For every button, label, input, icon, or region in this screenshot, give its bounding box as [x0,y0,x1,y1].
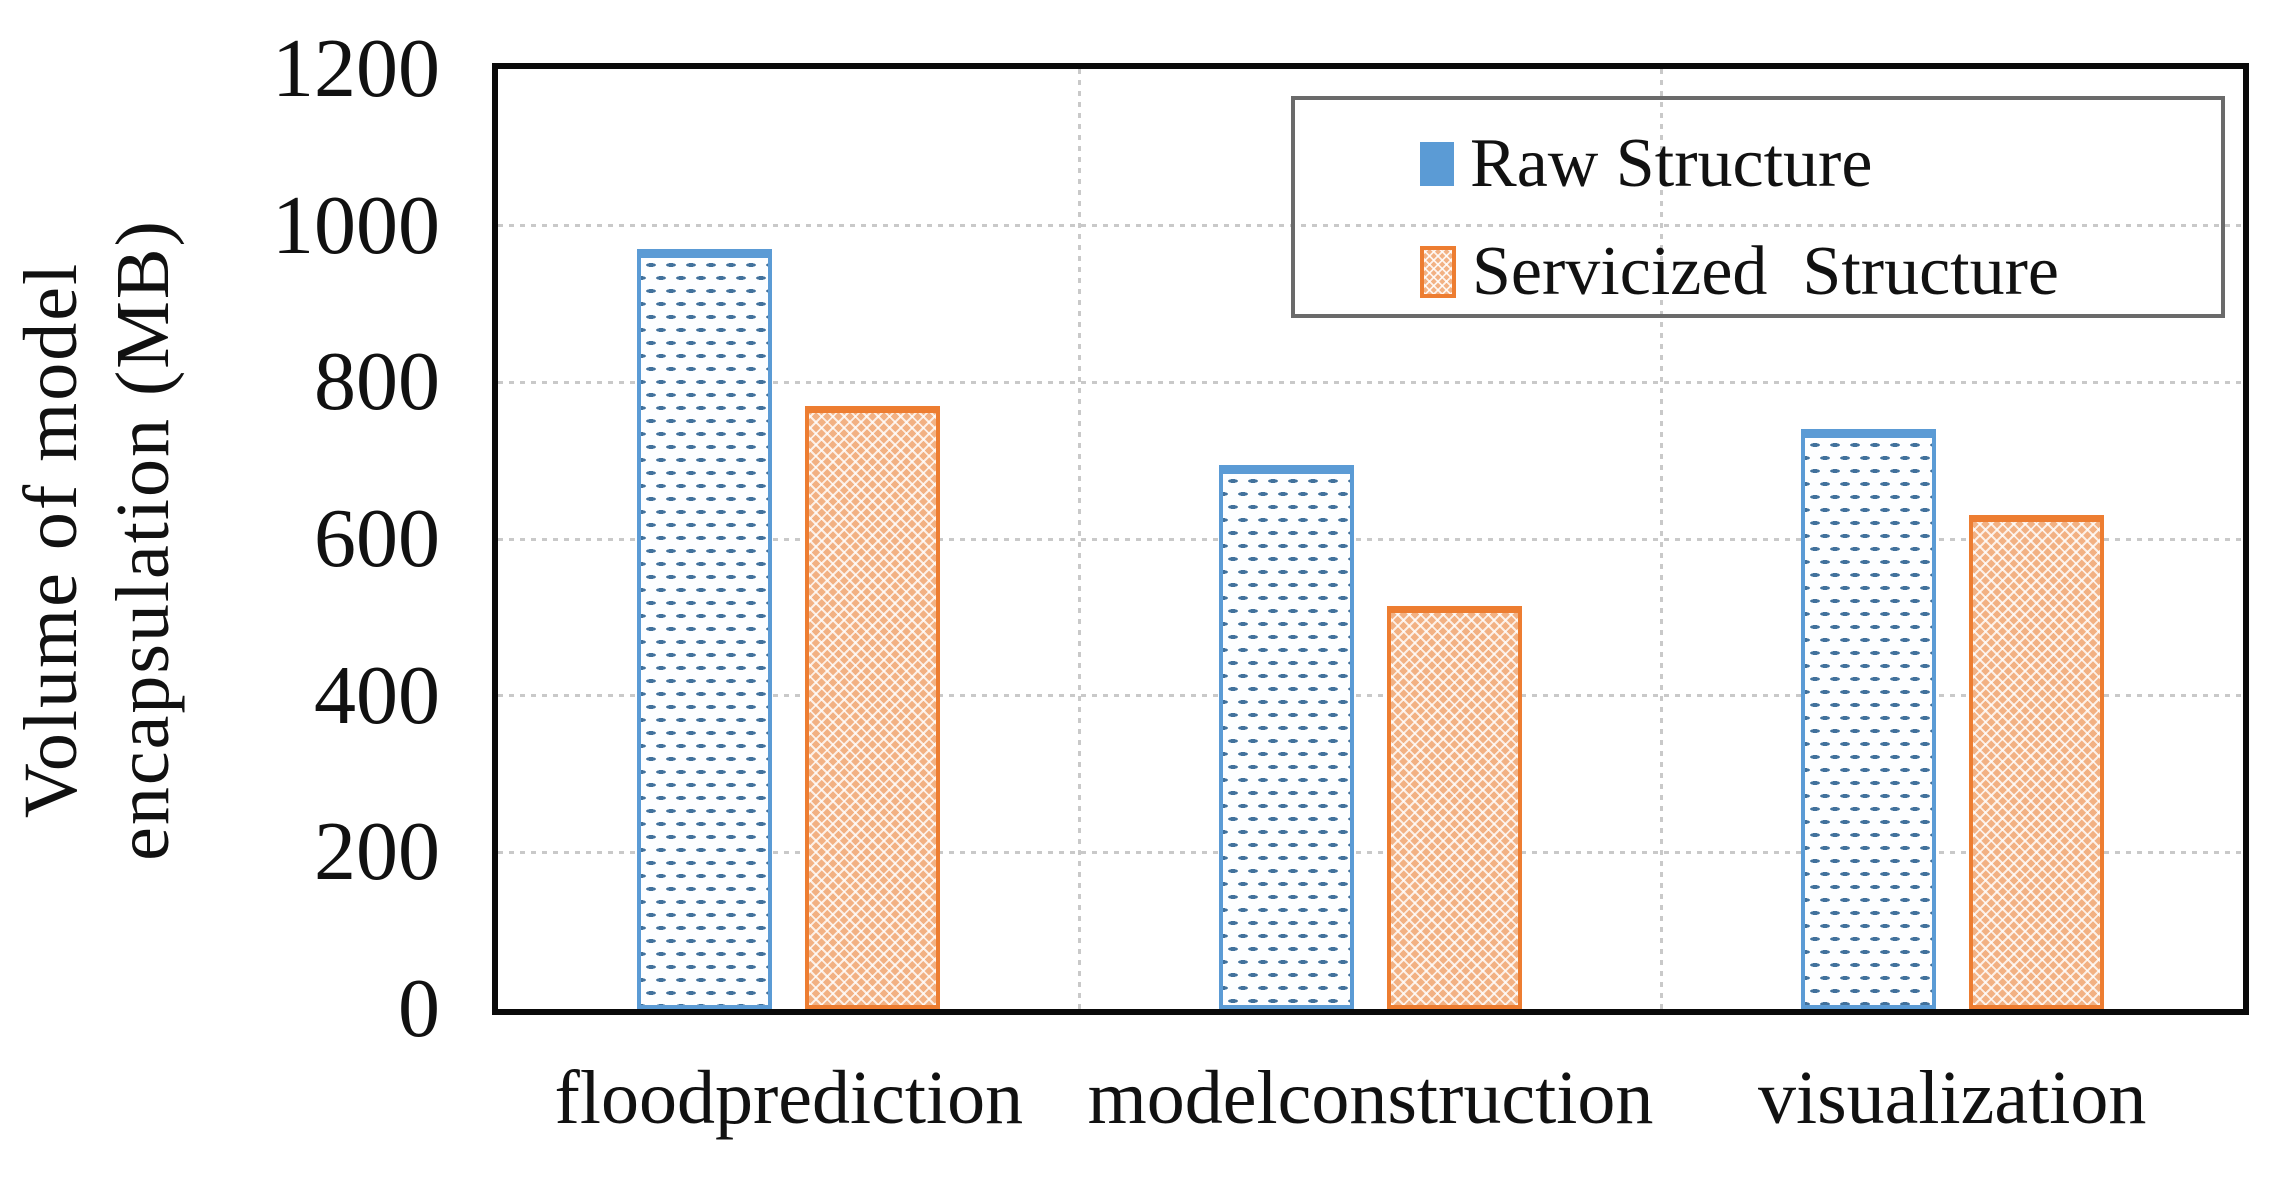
bar-raw-structure-modelconstruction [1219,465,1354,1009]
y-tick-label-800: 800 [314,335,440,429]
bar-servicized-structure-floodprediction [805,406,941,1009]
bar-raw-structure-visualization [1800,429,1936,1009]
gridline-h-1000 [498,224,2243,228]
y-tick-label-400: 400 [314,648,440,742]
x-category-label-floodprediction: floodprediction [554,1056,1024,1140]
legend-swatch-servicized-structure-icon [1420,246,1456,298]
legend-entry-raw-structure: Raw Structure [1295,126,2221,202]
plot-area: Raw Structure Servicized Structure [492,63,2249,1015]
bar-servicized-structure-visualization [1968,515,2104,1009]
legend-label-servicized-structure: Servicized Structure [1472,233,2060,310]
legend-label-raw-structure: Raw Structure [1470,125,1873,202]
y-tick-label-0: 0 [398,962,440,1055]
bar-servicized-structure-modelconstruction [1387,606,1522,1009]
legend: Raw Structure Servicized Structure [1291,96,2225,318]
legend-entry-servicized-structure: Servicized Structure [1295,234,2221,310]
gridline-h-600 [498,537,2243,541]
y-axis-title-line1: Volume of model [9,261,93,819]
y-tick-label-600: 600 [314,492,440,585]
y-tick-label-1200: 1200 [272,22,440,115]
x-category-label-visualization: visualization [1757,1056,2147,1140]
gridline-h-800 [498,380,2243,384]
gridline-v-2 [1659,69,1663,1009]
y-tick-label-200: 200 [314,805,440,899]
y-tick-label-1000: 1000 [272,178,440,272]
bar-raw-structure-floodprediction [637,249,773,1009]
gridline-h-400 [498,694,2243,698]
x-category-label-modelconstruction: modelconstruction [1087,1056,1654,1140]
gridline-v-1 [1078,69,1082,1009]
legend-swatch-raw-structure-icon [1420,142,1454,186]
gridline-h-200 [498,850,2243,854]
